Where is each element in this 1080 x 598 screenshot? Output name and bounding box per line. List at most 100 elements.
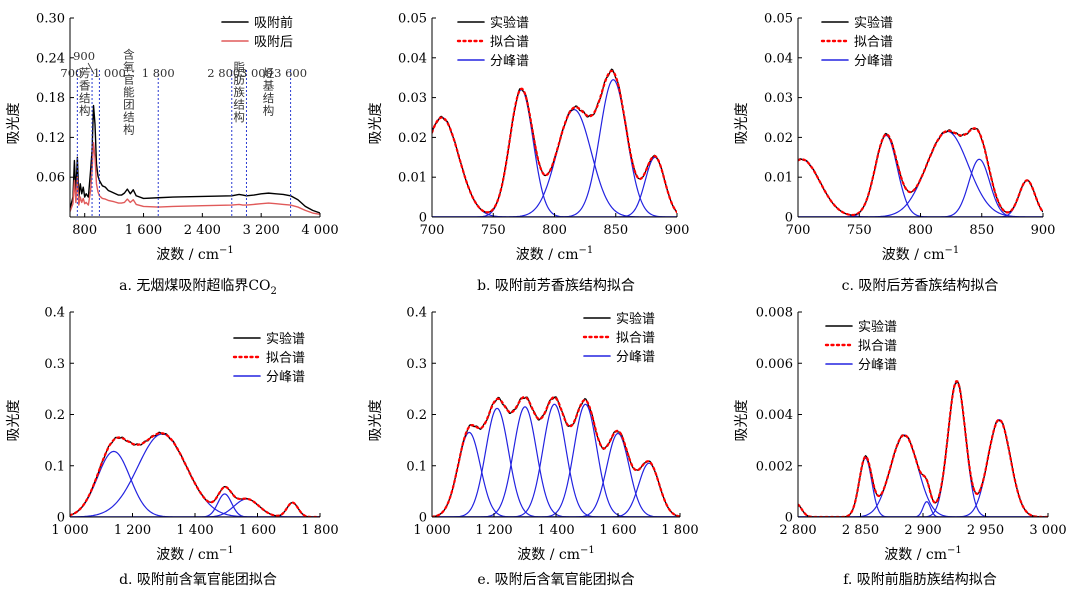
y-tick-label: 0.1 <box>44 459 65 474</box>
region-label-2: 脂肪族结构 <box>232 60 246 123</box>
x-axis-title-text: 波数 / cm <box>882 247 945 263</box>
x-axis-title-exponent: −1 <box>578 245 593 256</box>
peak-curve-4 <box>798 380 1048 517</box>
y-tick-label: 0.02 <box>764 131 793 146</box>
x-axis-title-text: 波数 / cm <box>884 547 947 563</box>
x-tick-label: 1 000 <box>51 523 88 538</box>
y-tick-label: 0.05 <box>398 12 427 27</box>
y-tick-label: 0.03 <box>398 91 427 106</box>
x-tick-label: 1 400 <box>176 523 213 538</box>
peak-curve-2 <box>432 108 677 217</box>
peak-curve-3 <box>432 403 680 517</box>
x-tick-label: 900 <box>665 223 690 238</box>
y-tick-label: 0.30 <box>36 12 65 27</box>
caption-subscript: 2 <box>271 286 277 297</box>
x-tick-label: 1 600 <box>599 523 636 538</box>
x-axis-title-exponent: −1 <box>219 245 234 256</box>
experimental-curve <box>432 396 680 517</box>
peak-curve-2 <box>798 434 1048 517</box>
x-tick-label: 1 000 <box>413 523 450 538</box>
y-tick-label: 0.12 <box>36 131 65 146</box>
y-tick-label: 0 <box>57 511 65 526</box>
y-tick-label: 0.002 <box>756 459 793 474</box>
divider-label-900: 900 <box>73 49 95 63</box>
x-axis-title: 波数 / cm−1 <box>884 545 961 563</box>
x-tick-label: 850 <box>603 223 628 238</box>
panel-caption: e. 吸附后含氧官能团拟合 <box>477 572 634 588</box>
x-axis-title-exponent: −1 <box>944 245 959 256</box>
y-tick-label: 0 <box>785 511 793 526</box>
panel-caption: f. 吸附前脂肪族结构拟合 <box>843 571 997 588</box>
panel-e: 1 000 1 200 1 400 1 600 1 800 0 0.1 0.2 0.3 0.4 吸光… <box>368 306 699 589</box>
y-tick-label: 0.05 <box>764 12 793 27</box>
x-tick-label: 1 200 <box>114 523 151 538</box>
x-axis-title-text: 波数 / cm <box>156 247 219 263</box>
x-tick-label: 750 <box>847 223 872 238</box>
plot-area <box>432 68 677 217</box>
legend-label-0: 吸附前 <box>254 15 293 31</box>
x-tick-label: 3 000 <box>1029 523 1066 538</box>
fit-curve <box>432 69 677 214</box>
series-line-1 <box>70 142 320 216</box>
y-tick-label: 0.06 <box>36 171 65 186</box>
x-axis-title-text: 波数 / cm <box>516 247 579 263</box>
caption-text: c. 吸附后芳香族结构拟合 <box>842 277 999 294</box>
divider-label-1800: 1 800 <box>142 66 175 80</box>
x-tick-label: 1 600 <box>239 523 276 538</box>
divider-label-700: 700 <box>60 66 82 80</box>
experimental-curve <box>798 127 1043 216</box>
y-tick-label: 0.3 <box>406 357 427 372</box>
x-tick-label: 2 400 <box>184 223 221 238</box>
x-axis-title-text: 波数 / cm <box>517 547 580 563</box>
y-tick-label: 0.004 <box>756 408 793 423</box>
x-axis-title: 波数 / cm−1 <box>156 245 233 263</box>
y-tick-label: 0.24 <box>36 51 65 66</box>
y-tick-label: 0.4 <box>44 306 65 321</box>
legend-label-1: 拟合谱 <box>616 331 655 346</box>
plot-area <box>798 379 1048 517</box>
x-axis-title: 波数 / cm−1 <box>516 245 593 263</box>
peak-curve-1 <box>70 433 320 517</box>
caption-text: f. 吸附前脂肪族结构拟合 <box>843 571 997 588</box>
y-tick-label: 0.04 <box>398 51 427 66</box>
x-tick-label: 800 <box>542 223 567 238</box>
legend-label-0: 实验谱 <box>266 331 305 347</box>
x-axis-title-text: 波数 / cm <box>156 547 219 563</box>
x-tick-label: 700 <box>786 223 811 238</box>
peak-curve-6 <box>432 462 680 517</box>
y-tick-label: 0.3 <box>44 357 65 372</box>
caption-text: d. 吸附前含氧官能团拟合 <box>119 571 277 588</box>
peak-curve-3 <box>798 158 1043 217</box>
peak-curve-0 <box>432 431 680 517</box>
divider-label-2800: 2 800 <box>207 66 240 80</box>
panel-d: 1 000 1 200 1 400 1 600 1 800 0 0.1 0.2 0.3 0.4 吸光… <box>6 306 339 589</box>
caption-text: a. 无烟煤吸附超临界CO <box>119 278 270 294</box>
legend-label-2: 分峰谱 <box>616 350 655 365</box>
legend-label-1: 吸附后 <box>254 35 293 50</box>
x-tick-label: 700 <box>420 223 445 238</box>
fit-curve <box>70 432 320 517</box>
x-tick-label: 3 200 <box>243 223 280 238</box>
region-label-0: 芳香结构 <box>78 66 92 117</box>
x-tick-label: 4 000 <box>301 223 338 238</box>
experimental-curve <box>798 381 1048 517</box>
y-tick-label: 0 <box>419 511 427 526</box>
x-tick-label: 2 950 <box>967 523 1004 538</box>
divider-label-3000: 3 000 <box>240 66 273 80</box>
region-label-1: 含氧官能团结构 <box>122 47 136 135</box>
legend-label-0: 实验谱 <box>616 311 655 327</box>
plot-area <box>70 104 320 216</box>
peak-curve-4 <box>432 403 680 517</box>
legend-label-2: 分峰谱 <box>854 54 893 69</box>
peak-curve-2 <box>432 406 680 517</box>
plot-area <box>798 127 1043 217</box>
y-tick-label: 0 <box>419 211 427 226</box>
plot-area <box>70 431 320 517</box>
y-axis-title: 吸光度 <box>6 103 22 145</box>
peak-curve-0 <box>798 158 1043 217</box>
legend-label-1: 拟合谱 <box>858 339 897 354</box>
panel-caption: d. 吸附前含氧官能团拟合 <box>119 571 277 588</box>
divider-label-1000: 1 000 <box>93 66 126 80</box>
x-axis-title: 波数 / cm−1 <box>517 545 594 563</box>
